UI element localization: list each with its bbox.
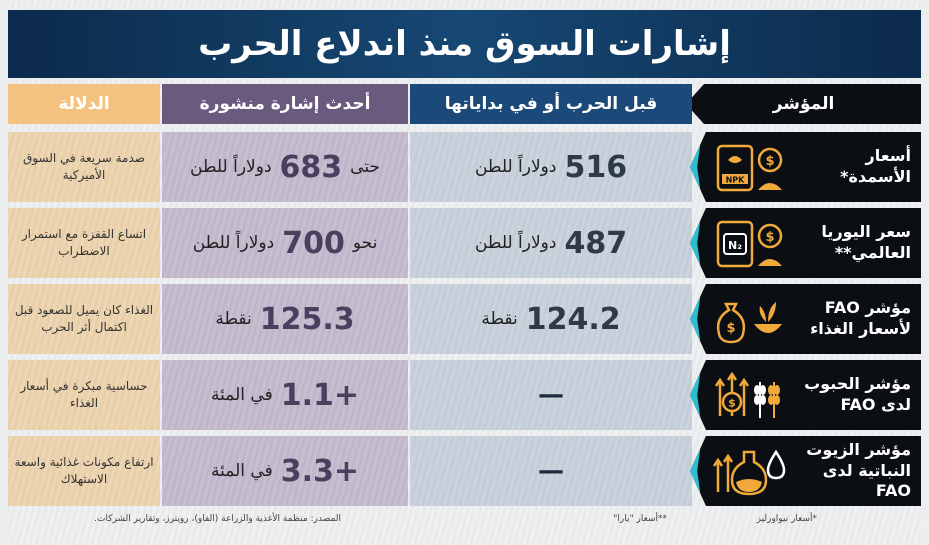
indicator-cell: أسعار الأسمدة* NPK $ xyxy=(690,132,921,202)
meaning-cell: ارتفاع مكونات غذائية واسعة الاستهلاك xyxy=(8,436,160,506)
meaning-cell: صدمة سريعة في السوق الأميركية xyxy=(8,132,160,202)
meaning-cell: اتساع القفزة مع استمرار الاضطراب xyxy=(8,208,160,278)
header-indicator: المؤشر xyxy=(686,84,921,124)
latest-unit: في المئة xyxy=(211,385,273,405)
latest-prefix: نحو xyxy=(352,233,378,253)
indicator-cell: مؤشر الحبوب لدى FAO $ xyxy=(690,360,921,430)
before-value: 487 xyxy=(564,225,628,261)
source-note: المصدر: منظمة الأغذية والزراعة (الفاو)، … xyxy=(94,514,341,524)
money-bag-food-bowl-icon: $ xyxy=(716,302,782,344)
table-row: اتساع القفزة مع استمرار الاضطراب نحو 700… xyxy=(8,208,921,278)
svg-text:$: $ xyxy=(765,154,774,169)
page-title: إشارات السوق منذ اندلاع الحرب xyxy=(198,24,731,64)
latest-value: 700 xyxy=(282,225,345,261)
before-cell: 487 دولاراً للطن xyxy=(410,208,692,278)
meaning-cell: حساسية مبكرة في أسعار الغذاء xyxy=(8,360,160,430)
footnote-2: **أسعار "يارا" xyxy=(613,514,667,524)
before-cell: 124.2 نقطة xyxy=(410,284,692,354)
latest-value: 683 xyxy=(279,149,343,185)
latest-cell: 125.3 نقطة xyxy=(162,284,408,354)
latest-unit: دولاراً للطن xyxy=(190,157,272,177)
svg-text:$: $ xyxy=(726,321,735,336)
before-unit: نقطة xyxy=(481,309,518,329)
indicator-cell: سعر اليوريا العالمي** N₂ $ xyxy=(690,208,921,278)
fertilizer-bag-npk-dollar-icon: NPK $ xyxy=(716,144,783,192)
meaning-cell: الغذاء كان يميل للصعود قبل اكتمال أثر ال… xyxy=(8,284,160,354)
grain-coin-arrows-icon: $ xyxy=(714,371,780,418)
table-row: ارتفاع مكونات غذائية واسعة الاستهلاك +3.… xyxy=(8,436,921,506)
header-meaning: الدلالة xyxy=(8,84,160,124)
indicator-label: مؤشر الحبوب لدى FAO xyxy=(804,374,911,414)
header-before-war: قبل الحرب أو في بداياتها xyxy=(410,84,692,124)
before-cell: — xyxy=(410,436,692,506)
indicator-cell: مؤشر الزيوت النباتية لدى FAO xyxy=(690,436,921,506)
table-row: الغذاء كان يميل للصعود قبل اكتمال أثر ال… xyxy=(8,284,921,354)
latest-cell: +3.3 في المئة xyxy=(162,436,408,506)
before-cell: 516 دولاراً للطن xyxy=(410,132,692,202)
latest-value: 125.3 xyxy=(259,301,355,337)
latest-value: +1.1 xyxy=(280,377,359,413)
svg-text:$: $ xyxy=(728,397,736,410)
indicator-label: أسعار الأسمدة* xyxy=(840,146,911,186)
footnote-1: *أسعار نيواورليز xyxy=(756,514,817,524)
title-bar: إشارات السوق منذ اندلاع الحرب xyxy=(8,10,921,78)
svg-text:N₂: N₂ xyxy=(728,239,742,252)
table-row: صدمة سريعة في السوق الأميركية حتى 683 دو… xyxy=(8,132,921,202)
svg-text:$: $ xyxy=(765,230,774,245)
latest-cell: +1.1 في المئة xyxy=(162,360,408,430)
latest-value: +3.3 xyxy=(280,453,359,489)
latest-unit: دولاراً للطن xyxy=(192,233,275,253)
latest-unit: نقطة xyxy=(215,309,252,329)
before-value: 516 xyxy=(564,149,628,185)
before-value: — xyxy=(538,380,564,410)
latest-unit: في المئة xyxy=(211,461,273,481)
oil-bottle-drop-arrows-icon xyxy=(712,449,786,496)
before-value: 124.2 xyxy=(525,301,621,337)
before-unit: دولاراً للطن xyxy=(474,157,557,177)
latest-prefix: حتى xyxy=(350,157,380,177)
indicator-label: مؤشر FAO لأسعار الغذاء xyxy=(810,298,911,338)
table-row: حساسية مبكرة في أسعار الغذاء +1.1 في الم… xyxy=(8,360,921,430)
indicator-label: مؤشر الزيوت النباتية لدى FAO xyxy=(806,439,911,501)
before-value: — xyxy=(538,456,564,486)
before-unit: دولاراً للطن xyxy=(474,233,557,253)
header-latest: أحدث إشارة منشورة xyxy=(162,84,408,124)
latest-cell: نحو 700 دولاراً للطن xyxy=(162,208,408,278)
before-cell: — xyxy=(410,360,692,430)
urea-bag-n2-dollar-icon: N₂ $ xyxy=(716,220,783,268)
latest-cell: حتى 683 دولاراً للطن xyxy=(162,132,408,202)
indicator-label: سعر اليوريا العالمي** xyxy=(821,222,911,262)
svg-text:NPK: NPK xyxy=(726,176,746,185)
indicator-cell: مؤشر FAO لأسعار الغذاء $ xyxy=(690,284,921,354)
